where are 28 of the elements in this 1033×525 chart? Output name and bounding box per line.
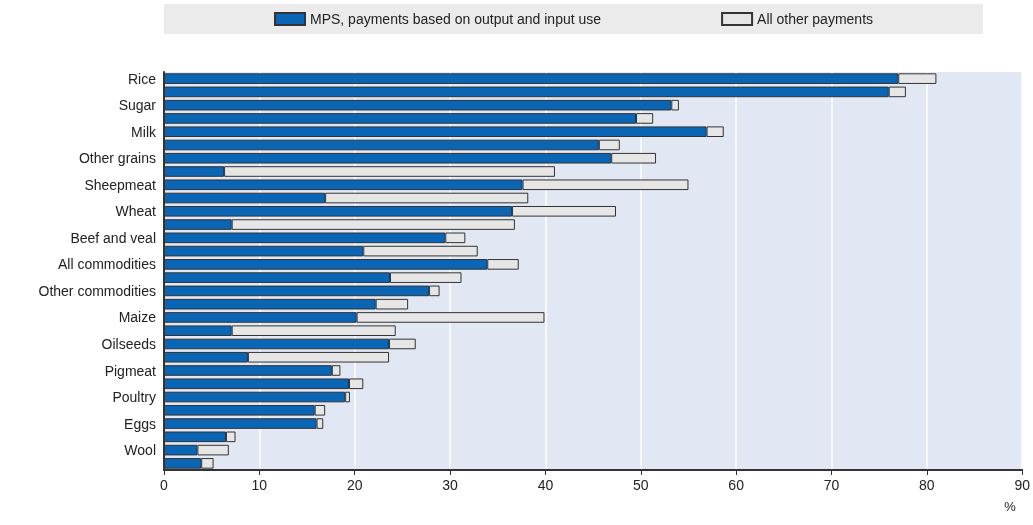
x-tick-label: 30 xyxy=(442,477,459,493)
y-tick-label: Oilseeds xyxy=(101,335,156,352)
y-tick-label: Other grains xyxy=(78,150,156,167)
legend-label: MPS, payments based on output and input use xyxy=(310,11,602,27)
y-tick-label: Pigmeat xyxy=(104,362,157,379)
x-tick-label: 40 xyxy=(537,477,554,493)
y-tick-label: Sheepmeat xyxy=(84,176,157,193)
y-tick-label: Poultry xyxy=(112,389,156,406)
x-tick-label: 70 xyxy=(823,477,840,493)
x-tick-label: 50 xyxy=(633,477,649,493)
x-tick-label: 90 xyxy=(1014,477,1031,493)
x-tick-label: 10 xyxy=(251,477,268,493)
y-tick-label: All commodities xyxy=(57,256,156,273)
x-tick-label: 20 xyxy=(346,477,363,493)
y-tick-label: Sugar xyxy=(118,97,157,114)
y-tick-label: Maize xyxy=(118,309,157,326)
y-tick-label: Eggs xyxy=(124,415,156,432)
legend-label: All other payments xyxy=(757,11,874,27)
y-tick-label: Milk xyxy=(131,123,157,140)
x-tick-label: 0 xyxy=(160,477,169,493)
y-tick-label: Rice xyxy=(127,70,157,87)
x-axis-title: % xyxy=(1004,499,1017,514)
y-tick-label: Beef and veal xyxy=(70,229,156,246)
y-tick-label: Other commodities xyxy=(38,282,156,299)
y-tick-label: Wool xyxy=(124,442,156,459)
x-tick-label: 80 xyxy=(919,477,935,493)
y-tick-label: Wheat xyxy=(115,203,157,220)
x-tick-label: 60 xyxy=(728,477,745,493)
